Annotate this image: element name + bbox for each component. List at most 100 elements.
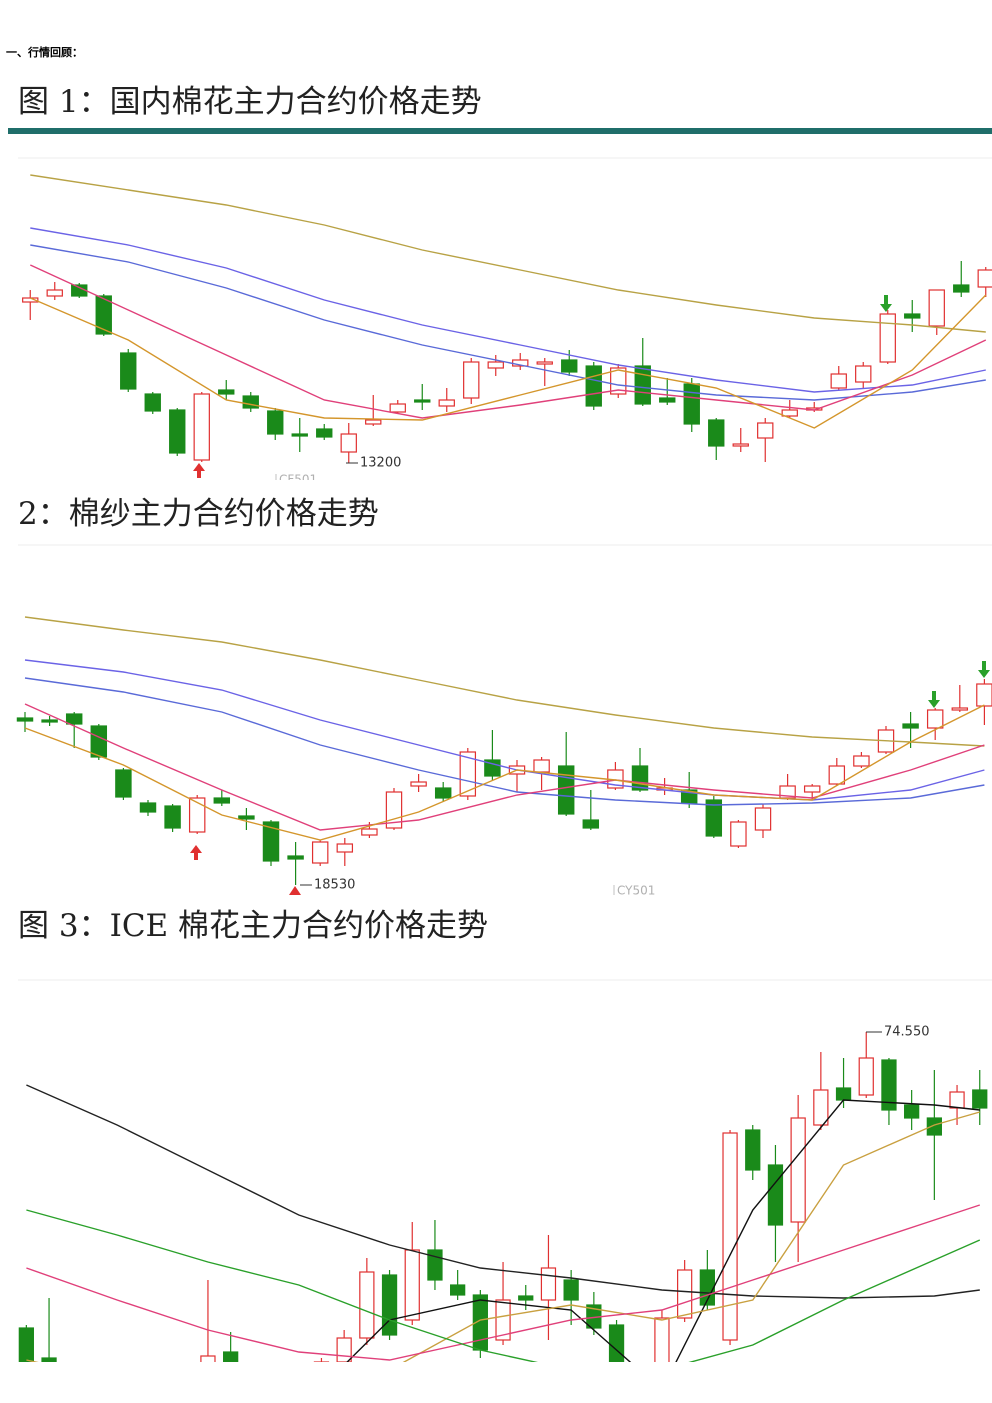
candle-body <box>881 1059 897 1111</box>
candle-body <box>41 719 58 723</box>
candle-body <box>16 717 34 722</box>
candle-body <box>855 365 872 383</box>
candle-body <box>730 821 747 847</box>
candle-body <box>292 1370 306 1375</box>
candle-body <box>90 725 108 758</box>
candle-body <box>803 785 821 793</box>
moving-average-line <box>24 616 985 747</box>
candle-body <box>381 1274 398 1336</box>
candle-body <box>904 313 921 319</box>
candle-body <box>487 361 504 369</box>
candle-body <box>540 1267 557 1301</box>
moving-average-line <box>26 1084 980 1299</box>
caption-rule <box>8 128 992 134</box>
candle-body <box>953 284 970 293</box>
candle-body <box>164 805 181 829</box>
candle-body <box>858 1057 874 1096</box>
candle-body <box>463 361 480 399</box>
candle-body <box>708 419 725 447</box>
section-heading: 一、行情回顾： <box>6 45 83 59</box>
candle-body <box>427 1249 443 1281</box>
candle-body <box>389 403 406 413</box>
moving-average-line <box>30 244 986 401</box>
contract-label: CF501 <box>279 473 317 487</box>
candle-body <box>632 1375 646 1395</box>
low-marker <box>289 886 301 895</box>
candle-body <box>193 393 210 461</box>
candle-body <box>438 399 455 407</box>
candle-body <box>722 1132 738 1341</box>
candle-body <box>518 1295 534 1301</box>
candle-body <box>404 1249 420 1321</box>
candle-body <box>385 791 403 829</box>
candle-body <box>361 828 378 836</box>
candle-body <box>359 1271 375 1339</box>
moving-average-line <box>26 1111 980 1362</box>
candle-body <box>976 683 992 707</box>
annotation-label: 74.550 <box>884 1025 930 1040</box>
candle-body <box>757 422 774 439</box>
moving-average-line <box>30 264 987 419</box>
candle-body <box>200 1355 216 1362</box>
figure-caption: 图 3：ICE 棉花主力合约价格走势 <box>18 908 488 944</box>
candle-body <box>754 807 772 831</box>
candle-body <box>781 409 798 417</box>
candle-body <box>585 365 602 407</box>
moving-average-line <box>24 703 985 831</box>
sell-marker <box>880 295 892 312</box>
candle-body <box>561 359 578 373</box>
candle-body <box>169 409 186 454</box>
candle-body <box>115 769 132 798</box>
candle-body <box>410 781 427 787</box>
buy-marker <box>193 463 205 478</box>
chart: 13200 CF501 <box>22 174 992 487</box>
candle-body <box>879 313 896 363</box>
candle-body <box>246 1370 260 1380</box>
candle-body <box>610 367 627 395</box>
candle-body <box>87 1395 101 1400</box>
moving-average-line <box>30 174 986 333</box>
candle-body <box>218 389 235 395</box>
candle-body <box>269 1366 283 1375</box>
candle-body <box>972 1089 988 1109</box>
candle-body <box>830 373 847 389</box>
candle-body <box>178 1395 192 1403</box>
candle-body <box>311 841 329 864</box>
candle-body <box>536 361 553 365</box>
candle-body <box>65 713 83 725</box>
candle-body <box>336 843 354 853</box>
candle-body <box>828 765 846 785</box>
chart: 18530 CY501 <box>16 616 992 895</box>
candle-body <box>188 797 206 833</box>
candle-body <box>287 855 304 860</box>
candle-body <box>46 289 63 297</box>
sell-marker <box>978 661 990 678</box>
moving-average-line <box>26 1209 981 1362</box>
moving-average-line <box>30 227 986 393</box>
candle-body <box>336 1337 352 1362</box>
candle-body <box>313 1361 330 1362</box>
candle-body <box>340 433 357 453</box>
candle-body <box>242 395 259 409</box>
candle-body <box>654 1317 670 1362</box>
candle-body <box>533 759 550 773</box>
candle-body <box>926 709 944 729</box>
candle-body <box>902 723 919 729</box>
candle-body <box>156 1395 170 1400</box>
candle-body <box>316 428 333 438</box>
candle-body <box>928 289 945 327</box>
candle-body <box>949 1091 965 1109</box>
candle-body <box>732 443 749 447</box>
candle-body <box>365 419 382 425</box>
candle-body <box>41 1357 57 1362</box>
candle-body <box>133 1395 147 1403</box>
candle-body <box>291 433 308 437</box>
moving-average-line <box>26 1204 981 1361</box>
moving-average-line <box>24 677 985 806</box>
candle-body <box>434 787 452 799</box>
buy-marker <box>190 845 202 860</box>
candle-body <box>951 707 969 711</box>
candle-body <box>120 352 137 390</box>
candle-body <box>414 399 431 403</box>
